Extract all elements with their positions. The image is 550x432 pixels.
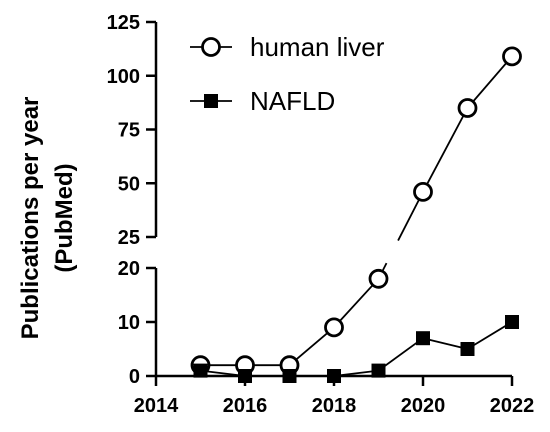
series-segment bbox=[377, 337, 424, 372]
data-point-square bbox=[282, 369, 297, 383]
data-point-circle bbox=[368, 268, 389, 289]
data-point-square bbox=[238, 369, 252, 383]
data-point-circle bbox=[324, 317, 344, 338]
data-point-square bbox=[460, 342, 475, 356]
y-axis-title: Publications per year (PubMed) bbox=[17, 97, 78, 340]
series-segment bbox=[333, 278, 380, 329]
y-axis-title-line1: Publications per year bbox=[17, 97, 44, 340]
data-point-square bbox=[505, 315, 519, 329]
series-segment bbox=[422, 337, 468, 350]
legend-label: NAFLD bbox=[250, 86, 335, 116]
x-tick-label: 2018 bbox=[312, 395, 357, 417]
series-segment bbox=[200, 369, 246, 377]
x-tick-label: 2014 bbox=[134, 395, 179, 417]
y-tick-label: 25 bbox=[118, 227, 140, 249]
series-human-liver bbox=[190, 46, 522, 376]
series-nafld bbox=[193, 315, 519, 383]
series-segment bbox=[333, 369, 379, 377]
tick-labels: 0 10 20 25 50 75 100 125 2014 2016 2018 2020 2022 bbox=[107, 12, 535, 417]
data-point-square bbox=[371, 363, 386, 378]
y-tick-label: 75 bbox=[118, 120, 140, 142]
x-tick-label: 2020 bbox=[401, 395, 446, 417]
legend-label: human liver bbox=[250, 32, 385, 62]
y-tick-label: 100 bbox=[107, 66, 140, 88]
data-point-square bbox=[327, 369, 341, 383]
legend-circle-marker bbox=[201, 37, 221, 57]
series-segment bbox=[467, 321, 513, 350]
y-axis-title-line2: (PubMed) bbox=[51, 163, 78, 272]
data-point-square bbox=[416, 331, 430, 346]
y-tick-label: 10 bbox=[118, 312, 140, 334]
data-point-square bbox=[193, 363, 208, 378]
legend: human liver NAFLD bbox=[190, 32, 385, 116]
x-tick-label: 2016 bbox=[223, 395, 268, 417]
legend-item: NAFLD bbox=[190, 86, 335, 116]
y-tick-label: 20 bbox=[118, 258, 140, 280]
series-segment bbox=[422, 107, 469, 193]
x-tick-label: 2022 bbox=[490, 395, 535, 417]
y-tick-label: 50 bbox=[118, 173, 140, 195]
data-point-circle bbox=[502, 46, 522, 67]
y-tick-label: 0 bbox=[129, 366, 140, 388]
data-point-circle bbox=[457, 98, 478, 118]
series-segment bbox=[466, 55, 513, 109]
y-tick-label: 125 bbox=[107, 12, 140, 34]
data-point-circle bbox=[413, 181, 433, 202]
series-group bbox=[190, 46, 522, 383]
legend-item: human liver bbox=[190, 32, 385, 62]
legend-square-marker bbox=[204, 94, 218, 108]
